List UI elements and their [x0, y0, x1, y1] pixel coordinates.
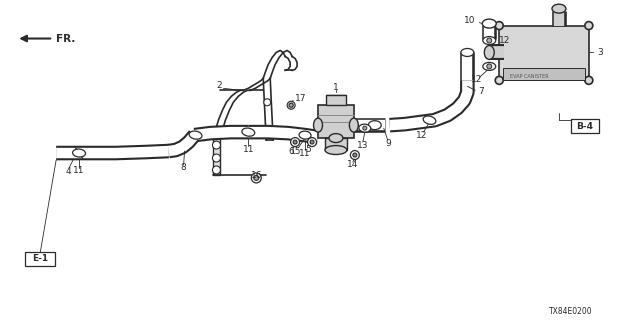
- Text: 11: 11: [300, 148, 311, 157]
- Ellipse shape: [552, 4, 566, 13]
- Text: B-4: B-4: [577, 122, 593, 131]
- FancyBboxPatch shape: [26, 252, 55, 266]
- Text: 12: 12: [499, 36, 511, 45]
- Polygon shape: [214, 134, 220, 175]
- Circle shape: [585, 76, 593, 84]
- Text: 14: 14: [347, 160, 358, 170]
- Text: 3: 3: [596, 48, 602, 57]
- Ellipse shape: [483, 36, 496, 44]
- Polygon shape: [318, 105, 354, 138]
- Ellipse shape: [299, 131, 311, 139]
- Polygon shape: [503, 68, 585, 80]
- Text: 11: 11: [243, 145, 254, 154]
- Text: 16: 16: [250, 172, 262, 180]
- Circle shape: [264, 99, 271, 106]
- Circle shape: [289, 103, 293, 107]
- Circle shape: [353, 153, 357, 157]
- Ellipse shape: [368, 121, 381, 130]
- Circle shape: [252, 173, 261, 183]
- Ellipse shape: [484, 45, 494, 60]
- Text: TX84E0200: TX84E0200: [549, 307, 593, 316]
- Text: 9: 9: [386, 139, 392, 148]
- Circle shape: [487, 38, 492, 43]
- Ellipse shape: [329, 134, 343, 143]
- Ellipse shape: [349, 118, 358, 132]
- Circle shape: [212, 141, 220, 149]
- Ellipse shape: [242, 128, 255, 136]
- Circle shape: [212, 166, 220, 174]
- Text: 17: 17: [295, 94, 307, 103]
- Circle shape: [291, 138, 300, 147]
- Text: 2: 2: [216, 81, 222, 90]
- Text: 1: 1: [333, 83, 339, 92]
- Circle shape: [293, 140, 297, 144]
- Circle shape: [254, 175, 259, 180]
- Ellipse shape: [461, 49, 474, 56]
- Circle shape: [350, 150, 359, 159]
- Polygon shape: [325, 138, 347, 150]
- Ellipse shape: [483, 19, 496, 28]
- Circle shape: [495, 76, 503, 84]
- Circle shape: [287, 101, 295, 109]
- Ellipse shape: [72, 149, 86, 157]
- Text: FR.: FR.: [56, 34, 76, 44]
- Polygon shape: [326, 95, 346, 105]
- Polygon shape: [499, 26, 589, 80]
- Circle shape: [212, 154, 220, 162]
- Text: 11: 11: [74, 166, 85, 175]
- FancyBboxPatch shape: [571, 119, 599, 133]
- Text: 12: 12: [470, 75, 482, 84]
- Ellipse shape: [483, 62, 496, 70]
- Ellipse shape: [359, 124, 371, 132]
- Circle shape: [487, 64, 492, 69]
- Text: 13: 13: [357, 140, 369, 149]
- Text: E-1: E-1: [32, 254, 48, 263]
- Ellipse shape: [423, 116, 436, 124]
- Circle shape: [495, 22, 503, 29]
- Text: 15: 15: [291, 147, 302, 156]
- Ellipse shape: [325, 146, 347, 155]
- Text: 10: 10: [464, 16, 476, 25]
- Text: 4: 4: [65, 167, 71, 176]
- Circle shape: [310, 140, 314, 144]
- Ellipse shape: [314, 118, 323, 132]
- Ellipse shape: [189, 131, 202, 139]
- Text: 12: 12: [416, 131, 428, 140]
- Circle shape: [585, 22, 593, 29]
- Text: 5: 5: [305, 145, 311, 154]
- Text: 6: 6: [288, 147, 294, 156]
- Text: 7: 7: [478, 87, 484, 96]
- Circle shape: [363, 126, 367, 130]
- Text: 8: 8: [180, 164, 186, 172]
- Circle shape: [308, 138, 317, 147]
- Text: EVAP CANISTER: EVAP CANISTER: [510, 74, 548, 79]
